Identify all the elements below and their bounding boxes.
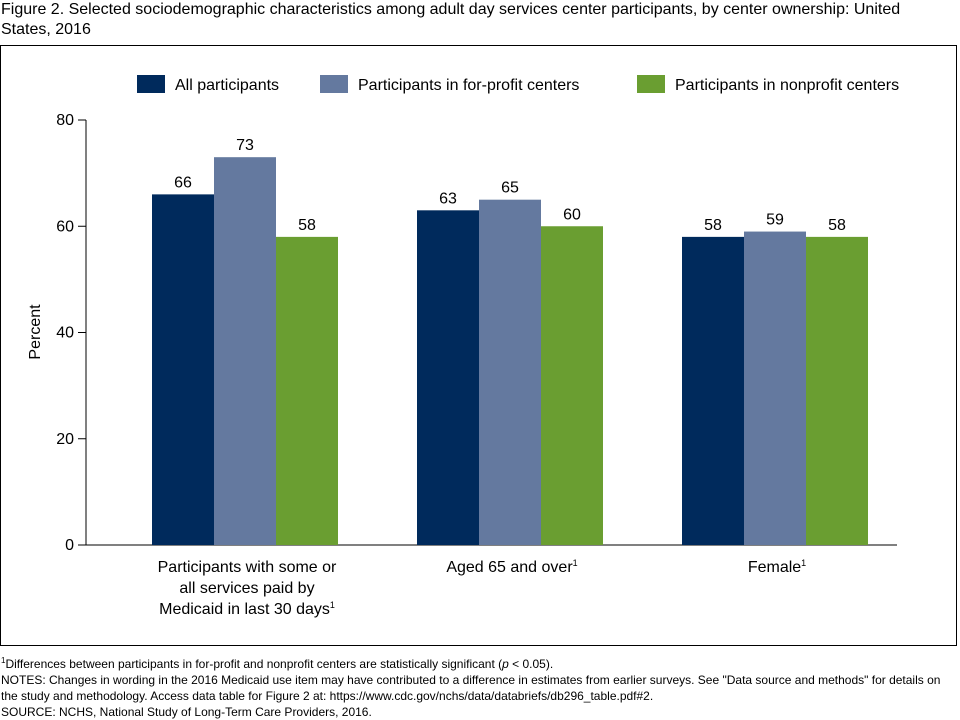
bar-chart: All participants Participants in for-prof…	[27, 75, 899, 618]
category-footnote-marker: 1	[330, 600, 335, 610]
bar	[744, 231, 806, 545]
y-tick-label: 40	[56, 325, 74, 342]
x-category-label: Participants with some or	[158, 559, 337, 576]
bar-value-label: 58	[828, 217, 846, 234]
legend-label: All participants	[175, 77, 279, 94]
category-footnote-marker: 1	[573, 558, 578, 568]
bar	[682, 236, 744, 545]
x-category-label: Medicaid in last 30 days1	[159, 600, 335, 618]
bar	[417, 210, 479, 545]
figure-notes: 1Differences between participants in for…	[1, 656, 956, 720]
footnote-p: p	[502, 657, 509, 671]
footnote-text-a: Differences between participants in for-…	[5, 657, 503, 671]
legend-label: Participants in for-profit centers	[358, 77, 579, 94]
bar-value-label: 66	[174, 174, 192, 191]
bar-value-label: 58	[298, 217, 316, 234]
bar-value-label: 63	[439, 190, 457, 207]
y-tick-label: 60	[56, 218, 74, 235]
y-tick-label: 20	[56, 431, 74, 448]
bar	[479, 199, 541, 545]
legend-swatch	[320, 75, 348, 93]
category-footnote-marker: 1	[801, 558, 806, 568]
bar	[214, 157, 276, 545]
footnote-marker: 1	[1, 656, 6, 665]
bar	[541, 226, 603, 545]
x-category-label: Aged 65 and over1	[446, 558, 577, 576]
legend-swatch	[137, 75, 165, 93]
y-tick-label: 80	[56, 112, 74, 129]
legend-swatch	[637, 75, 665, 93]
x-category-label: all services paid by	[179, 580, 314, 597]
y-tick-label: 0	[65, 537, 74, 554]
x-category-label: Female1	[748, 558, 806, 576]
notes-text: NOTES: Changes in wording in the 2016 Me…	[1, 673, 941, 703]
bar-value-label: 60	[563, 206, 581, 223]
source-text: SOURCE: NCHS, National Study of Long-Ter…	[1, 705, 372, 719]
y-axis-title: Percent	[27, 304, 44, 360]
bar	[152, 194, 214, 545]
bar-value-label: 65	[501, 180, 519, 197]
footnote-text-b: < 0.05).	[508, 657, 554, 671]
bar	[806, 236, 868, 545]
footnote-significance: 1Differences between participants in for…	[1, 656, 956, 672]
bar-value-label: 58	[704, 217, 722, 234]
figure-title: Figure 2. Selected sociodemographic char…	[1, 1, 901, 38]
bar-value-label: 73	[236, 137, 254, 154]
bar	[276, 236, 338, 545]
bar-value-label: 59	[766, 212, 784, 229]
chart-frame	[0, 45, 957, 646]
legend-label: Participants in nonprofit centers	[675, 77, 899, 94]
